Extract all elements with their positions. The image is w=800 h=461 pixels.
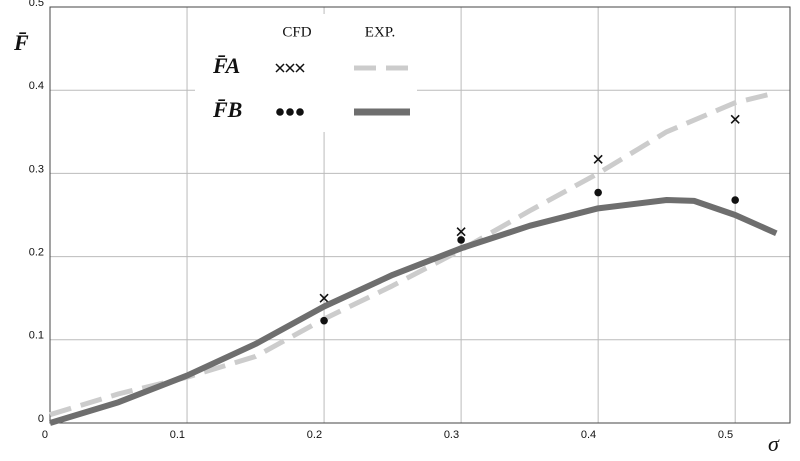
cfd-dot [320, 316, 328, 325]
plot-frame [49, 6, 791, 424]
legend-marker [285, 63, 295, 73]
y-tick-label: 0.5 [29, 0, 44, 9]
legend-marker [296, 108, 304, 116]
cfd-dot [457, 236, 465, 244]
legend-marker [275, 63, 285, 73]
exp-line [49, 197, 778, 426]
legend-marker [286, 108, 294, 116]
cfd-cross [730, 114, 740, 124]
exp-line [49, 90, 777, 418]
x-tick-label: 0.2 [307, 429, 322, 441]
legend-marker [276, 108, 284, 116]
x-tick-label: 0 [42, 429, 48, 441]
y-axis-title: F̄ [13, 30, 29, 55]
legend-column: CFD [282, 24, 311, 40]
x-tick-label: 0.4 [581, 429, 596, 441]
x-tick-label: 0.1 [170, 429, 185, 441]
y-tick-label: 0 [38, 413, 44, 425]
cfd-dot [731, 196, 739, 204]
cfd-cross [456, 227, 466, 237]
cfd-cross [593, 154, 603, 164]
y-tick-label: 0.1 [29, 330, 44, 342]
x-tick-label: 0.3 [444, 429, 459, 441]
legend-column: EXP. [365, 24, 395, 40]
legend-marker [295, 63, 305, 73]
y-tick-label: 0.3 [29, 163, 44, 175]
x-axis-title: σ [768, 431, 780, 456]
legend-label: F̄A [212, 53, 240, 78]
y-tick-label: 0.2 [29, 247, 44, 259]
x-tick-label: 0.5 [718, 429, 733, 441]
legend-label: F̄B [212, 97, 242, 122]
y-tick-label: 0.4 [29, 80, 44, 92]
cfd-dot [594, 188, 602, 197]
cfd-cross [319, 293, 329, 303]
